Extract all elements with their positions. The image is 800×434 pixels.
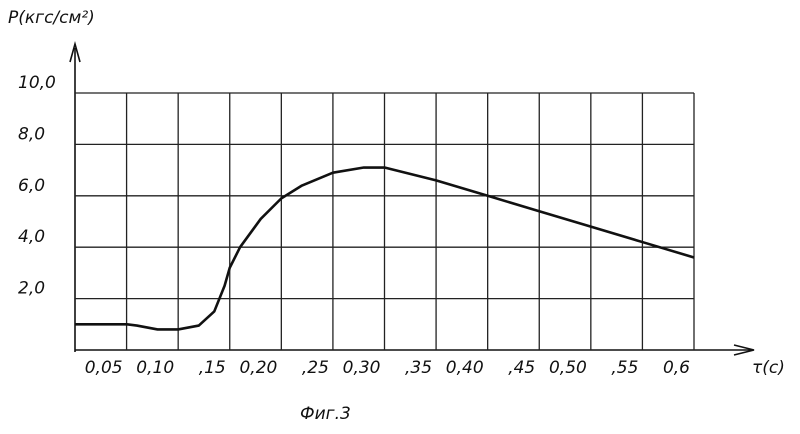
x-tick-label: 0,10 bbox=[136, 358, 174, 378]
caption: Фиг.3 bbox=[300, 404, 351, 424]
y-tick-label: 4,0 bbox=[18, 227, 45, 247]
x-tick-label: ,35 bbox=[405, 358, 432, 378]
x-tick-label: ,15 bbox=[199, 358, 226, 378]
x-tick-label: ,55 bbox=[611, 358, 638, 378]
x-tick-label: ,25 bbox=[302, 358, 329, 378]
x-axis-label: τ(с) bbox=[752, 358, 785, 378]
x-tick-label: 0,50 bbox=[549, 358, 587, 378]
y-tick-label: 2,0 bbox=[18, 279, 45, 299]
y-tick-label: 8,0 bbox=[18, 124, 45, 144]
y-tick-label: 6,0 bbox=[18, 176, 45, 196]
y-axis-label: Р(кгс/см²) bbox=[8, 8, 95, 28]
x-tick-label: 0,20 bbox=[239, 358, 277, 378]
chart: Р(кгс/см²) τ(с) Фиг.3 2,0 4,0 6,0 8,0 10,0 0,… bbox=[0, 0, 800, 434]
x-tick-label: 0,6 bbox=[663, 358, 690, 378]
x-tick-label: ,45 bbox=[508, 358, 535, 378]
x-tick-label: 0,30 bbox=[343, 358, 381, 378]
x-tick-label: 0,05 bbox=[85, 358, 123, 378]
x-tick-label: 0,40 bbox=[446, 358, 484, 378]
y-tick-label: 10,0 bbox=[18, 73, 56, 93]
